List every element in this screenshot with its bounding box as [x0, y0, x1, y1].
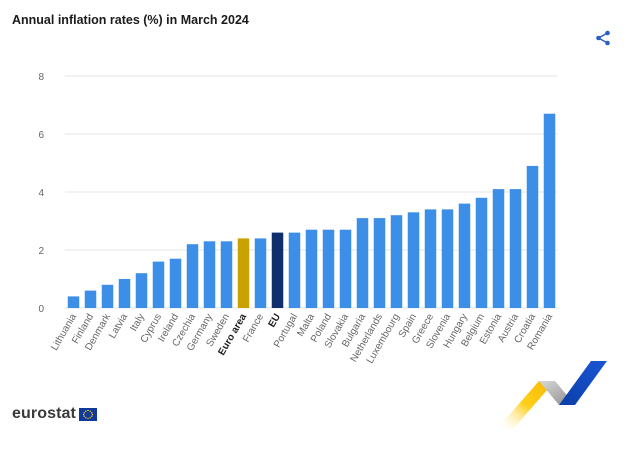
bar-portugal[interactable] [288, 232, 301, 308]
x-tick-label: Latvia [107, 312, 130, 341]
bar-euro-area[interactable] [237, 238, 250, 308]
bar-sweden[interactable] [220, 241, 233, 308]
bar-malta[interactable] [305, 229, 318, 308]
bar-bulgaria[interactable] [356, 218, 369, 308]
eurostat-logo: eurostat [12, 405, 97, 423]
bar-romania[interactable] [543, 113, 556, 308]
share-icon[interactable] [595, 30, 611, 46]
bar-spain[interactable] [407, 212, 420, 308]
bar-germany[interactable] [203, 241, 216, 308]
bar-france[interactable] [254, 238, 267, 308]
y-tick-label: 4 [38, 188, 44, 199]
y-tick-label: 8 [38, 72, 44, 83]
bar-latvia[interactable] [118, 279, 131, 308]
chart-title: Annual inflation rates (%) in March 2024 [12, 13, 249, 27]
bar-slovakia[interactable] [339, 229, 352, 308]
bar-austria[interactable] [509, 189, 522, 308]
bar-luxembourg[interactable] [390, 215, 403, 308]
y-tick-label: 2 [38, 246, 44, 257]
bar-poland[interactable] [322, 229, 335, 308]
bar-cyprus[interactable] [152, 261, 165, 308]
y-tick-label: 0 [38, 304, 44, 315]
bar-netherlands[interactable] [373, 218, 386, 308]
bar-croatia[interactable] [526, 165, 539, 308]
bar-greece[interactable] [424, 209, 437, 308]
bar-italy[interactable] [135, 273, 148, 308]
brand-name: eurostat [12, 405, 76, 422]
bar-hungary[interactable] [458, 203, 471, 308]
y-tick-label: 6 [38, 130, 44, 141]
decorative-logo-shapes [497, 361, 607, 429]
bar-slovenia[interactable] [441, 209, 454, 308]
bar-chart: 02468LithuaniaFinlandDenmarkLatviaItalyC… [38, 72, 558, 366]
bar-estonia[interactable] [492, 189, 505, 308]
bar-ireland[interactable] [169, 258, 182, 308]
bar-denmark[interactable] [101, 284, 114, 308]
bar-lithuania[interactable] [67, 296, 80, 308]
bar-eu[interactable] [271, 232, 284, 308]
eu-flag-icon [78, 407, 97, 421]
bar-czechia[interactable] [186, 244, 199, 308]
bar-finland[interactable] [84, 290, 97, 308]
x-tick-label: EU [267, 312, 283, 330]
bar-belgium[interactable] [475, 197, 488, 308]
